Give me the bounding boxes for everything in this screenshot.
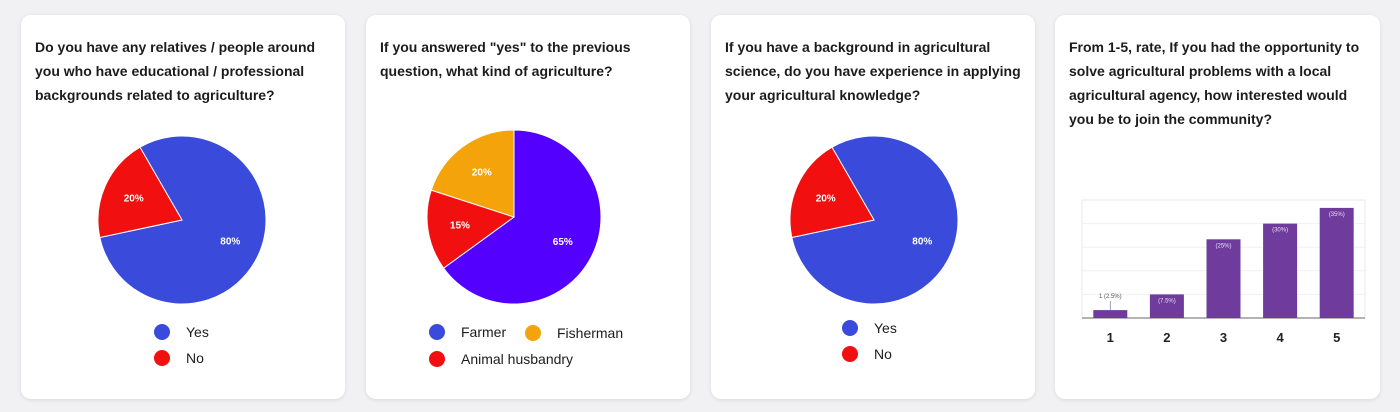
bar-1 — [1093, 310, 1128, 318]
legend-label: Yes — [186, 324, 209, 340]
pie-slice-yes — [99, 135, 267, 305]
question-title: If you have a background in agricultural… — [725, 39, 1021, 103]
legend-label: Fisherman — [557, 325, 624, 341]
legend-swatch — [525, 325, 541, 341]
bar-4 — [1263, 223, 1298, 318]
bar-value-label: (25%) — [1215, 243, 1231, 249]
pie-chart-experience: 80% 20% — [789, 135, 959, 305]
x-tick-label: 1 — [1107, 330, 1114, 345]
bar-3 — [1206, 239, 1241, 318]
pie-slice-no — [97, 146, 183, 239]
x-tick-label: 5 — [1333, 330, 1340, 345]
slice-value-label: 20% — [816, 194, 836, 205]
slice-value-label: 20% — [124, 194, 144, 205]
pie-slice-farmer — [442, 129, 602, 305]
bar-value-label: (35%) — [1329, 212, 1345, 218]
legend-swatch — [842, 320, 858, 336]
chart-card-interest-rating: From 1-5, rate, If you had the opportuni… — [1055, 15, 1380, 399]
legend-label: Animal husbandry — [461, 351, 574, 367]
legend-swatch — [154, 350, 170, 366]
legend-label: Farmer — [461, 324, 507, 340]
legend-swatch — [429, 324, 445, 340]
pie-chart-relatives: 80% 20% — [97, 135, 267, 305]
bar-value-label: 1 (2.5%) — [1099, 294, 1122, 300]
legend-swatch — [842, 346, 858, 362]
slice-value-label: 65% — [553, 237, 573, 248]
bar-chart-interest-rating: 1 (2.5%) 1 (7.5%) 2 (25%) 3 (30%) 4 (35%) 5 — [1081, 199, 1366, 345]
legend-swatch — [429, 351, 445, 367]
question-title: From 1-5, rate, If you had the opportuni… — [1069, 39, 1360, 127]
legend-swatch — [154, 324, 170, 340]
chart-card-experience: If you have a background in agricultural… — [711, 15, 1035, 399]
pie-chart-agriculture-kind: 65% 15% 20% — [426, 129, 602, 305]
bar-value-label: (7.5%) — [1158, 298, 1176, 304]
slice-value-label: 80% — [912, 237, 932, 248]
bar-5 — [1319, 207, 1354, 318]
pie-slice-yes — [791, 135, 959, 305]
question-title: Do you have any relatives / people aroun… — [35, 39, 316, 103]
bar-2 — [1149, 294, 1184, 318]
slice-value-label: 15% — [450, 221, 470, 232]
legend-label: Yes — [874, 320, 897, 336]
bar-value-label: (30%) — [1272, 228, 1288, 234]
x-tick-label: 3 — [1220, 330, 1227, 345]
chart-card-relatives: Do you have any relatives / people aroun… — [21, 15, 345, 399]
chart-card-agriculture-kind: If you answered "yes" to the previous qu… — [366, 15, 690, 399]
slice-value-label: 20% — [472, 168, 492, 179]
pie-slice-fisherman — [430, 129, 515, 218]
x-tick-label: 4 — [1276, 330, 1284, 345]
slice-value-label: 80% — [220, 237, 240, 248]
pie-slice-no — [789, 146, 875, 239]
pie-slice-animal-husbandry — [426, 189, 516, 269]
question-title: If you answered "yes" to the previous qu… — [380, 39, 631, 79]
x-tick-label: 2 — [1163, 330, 1170, 345]
legend-label: No — [874, 346, 892, 362]
legend-label: No — [186, 350, 204, 366]
